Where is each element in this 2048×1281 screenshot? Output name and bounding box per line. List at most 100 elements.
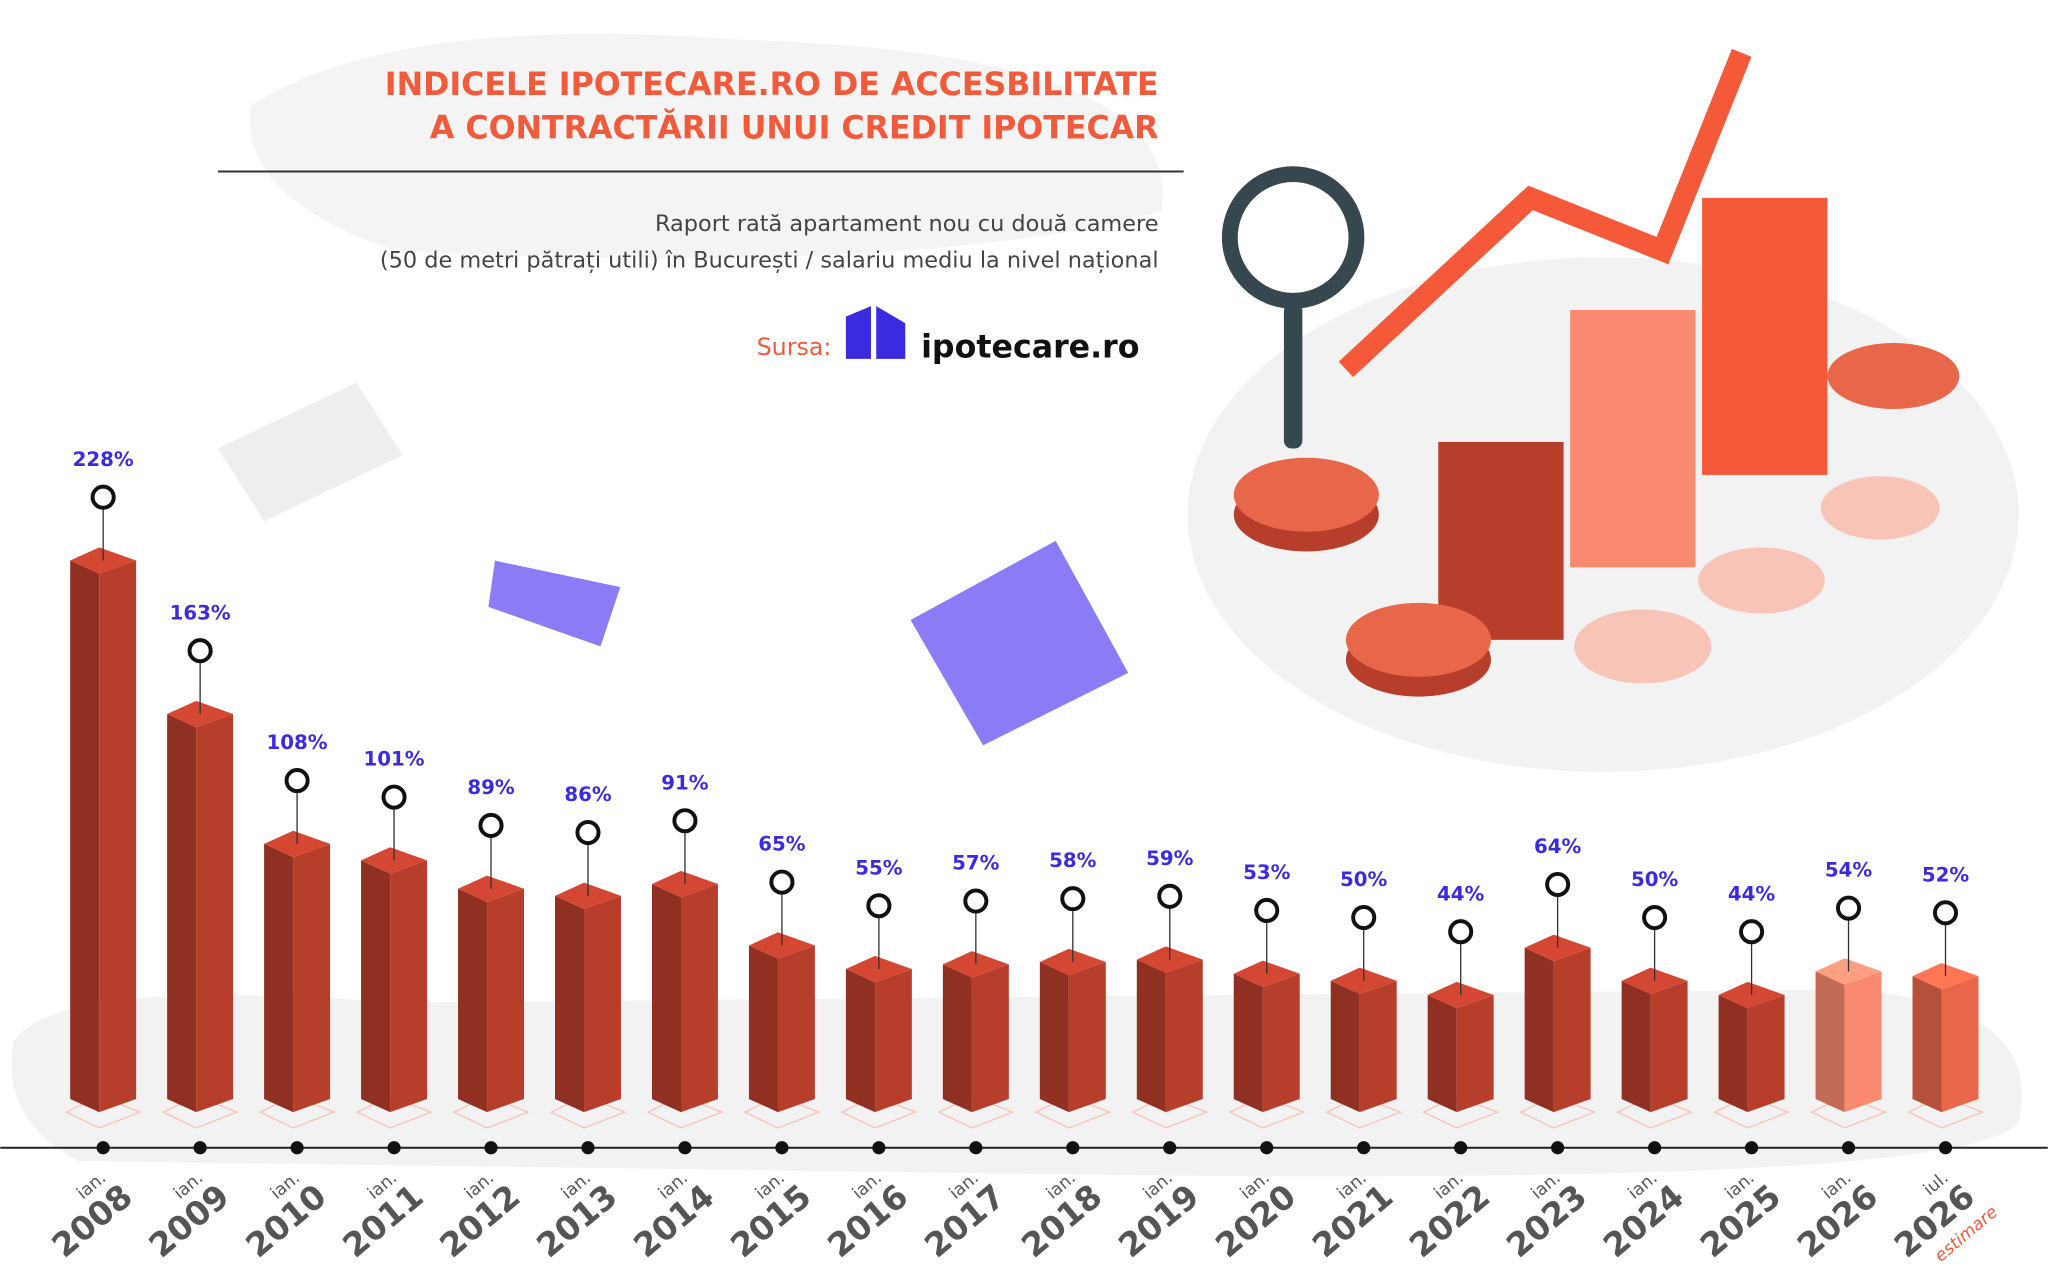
marker	[1642, 905, 1668, 931]
marker	[90, 484, 116, 510]
bars: 228% ian.2008 163% ian.2009 108% ian.2010 101%…	[44, 448, 2002, 1267]
marker	[187, 638, 213, 664]
value-label: 55%	[855, 856, 903, 879]
bar-left-face	[167, 714, 197, 1113]
bar-left-face	[1524, 947, 1554, 1113]
bar-left-face	[1621, 980, 1651, 1113]
bar	[1941, 976, 1979, 1113]
value-label: 50%	[1631, 868, 1679, 891]
bar-top	[651, 870, 718, 898]
marker	[1060, 886, 1086, 912]
title-line: INDICELE IPOTECARE.RO DE ACCESBILITATE	[385, 67, 1159, 103]
bar	[584, 895, 621, 1113]
x-tick-label: ian.2010	[238, 1168, 333, 1265]
axis-dot	[678, 1141, 692, 1155]
x-tick-label: ian.2018	[1014, 1168, 1109, 1265]
value-label: 65%	[758, 833, 806, 856]
value-label: 228%	[73, 448, 134, 471]
value-label: 59%	[1146, 847, 1194, 870]
value-label: 50%	[1340, 868, 1388, 891]
bar	[1262, 973, 1300, 1113]
x-tick-label: ian.2024	[1596, 1168, 1691, 1265]
marker	[963, 888, 989, 914]
x-tick-label: ian.2014	[626, 1168, 721, 1265]
value-label: 86%	[564, 783, 612, 806]
axis-dot	[290, 1141, 304, 1155]
title-line: A CONTRACTĂRII UNUI CREDIT IPOTECAR	[430, 108, 1159, 146]
value-label: 91%	[661, 771, 709, 794]
marker	[381, 784, 407, 810]
bar	[777, 945, 815, 1113]
x-tick-label: ian.2009	[141, 1168, 236, 1265]
axis-dot	[1551, 1141, 1565, 1155]
bar	[1747, 995, 1785, 1113]
x-tick-label: ian.2016	[820, 1168, 915, 1265]
marker	[1254, 897, 1280, 923]
x-tick-label: ian.2022	[1402, 1168, 1497, 1265]
axis-dot	[1066, 1141, 1080, 1155]
marker	[1932, 900, 1959, 926]
bar-left-face	[458, 888, 488, 1113]
axis-dot	[1163, 1141, 1177, 1155]
bar	[390, 860, 428, 1113]
marker	[1351, 905, 1377, 931]
value-label: 57%	[952, 852, 1000, 875]
bar-left-face	[264, 843, 294, 1113]
bar	[196, 714, 234, 1113]
marker	[769, 869, 795, 895]
bar	[99, 560, 137, 1113]
bar-left-face	[361, 860, 391, 1113]
value-label: 101%	[364, 748, 425, 771]
value-label: 163%	[170, 601, 231, 624]
marker	[1448, 919, 1474, 945]
x-tick-label: ian.2012	[432, 1168, 527, 1265]
axis-dot	[387, 1141, 401, 1155]
x-tick-label: ian.2021	[1305, 1168, 1400, 1265]
x-tick-label: ian.2026	[1790, 1168, 1885, 1265]
axis-dot	[484, 1141, 498, 1155]
axis-dot	[1357, 1141, 1371, 1155]
bar	[487, 888, 525, 1113]
bar	[1650, 980, 1688, 1113]
bar-left-face	[1039, 961, 1069, 1113]
value-label: 52%	[1922, 863, 1970, 886]
bar	[971, 964, 1009, 1113]
axis-dot	[1454, 1141, 1468, 1155]
value-label: 89%	[467, 776, 515, 799]
bar-left-face	[1815, 971, 1845, 1113]
axis-dot	[1648, 1141, 1662, 1155]
marker	[478, 812, 504, 838]
x-tick-label: ian.2017	[917, 1168, 1012, 1265]
source-name: ipotecare.ro	[921, 329, 1139, 365]
x-tick-label: ian.2020	[1208, 1168, 1303, 1265]
bar	[1068, 961, 1106, 1113]
axis-dot	[775, 1141, 789, 1155]
marker	[284, 768, 310, 794]
bar-left-face	[845, 969, 875, 1113]
bar	[1553, 947, 1591, 1113]
bar-left-face	[70, 560, 100, 1113]
marker	[1545, 871, 1571, 898]
value-label: 108%	[267, 731, 328, 754]
x-tick-label: ian.2023	[1499, 1168, 1594, 1265]
axis-dot	[1841, 1141, 1856, 1155]
subtitle-line: (50 de metri pătrați utili) în București…	[380, 248, 1159, 274]
bar-left-face	[1233, 973, 1263, 1113]
marker	[866, 893, 892, 919]
bar-left-face	[942, 964, 972, 1113]
bar	[680, 884, 718, 1113]
value-label: 53%	[1243, 861, 1291, 884]
bar-left-face	[1427, 995, 1457, 1113]
axis-dot	[96, 1141, 110, 1155]
x-tick-label: ian.2015	[723, 1168, 818, 1265]
value-label: 64%	[1534, 835, 1582, 858]
axis-dot	[581, 1141, 595, 1155]
x-tick-label: ian.2019	[1111, 1168, 1206, 1265]
x-tick-label: ian.2013	[529, 1168, 624, 1265]
axis-dot	[872, 1141, 886, 1155]
value-label: 44%	[1728, 882, 1776, 905]
marker	[575, 819, 601, 846]
marker	[1836, 895, 1862, 921]
value-label: 58%	[1049, 849, 1097, 872]
